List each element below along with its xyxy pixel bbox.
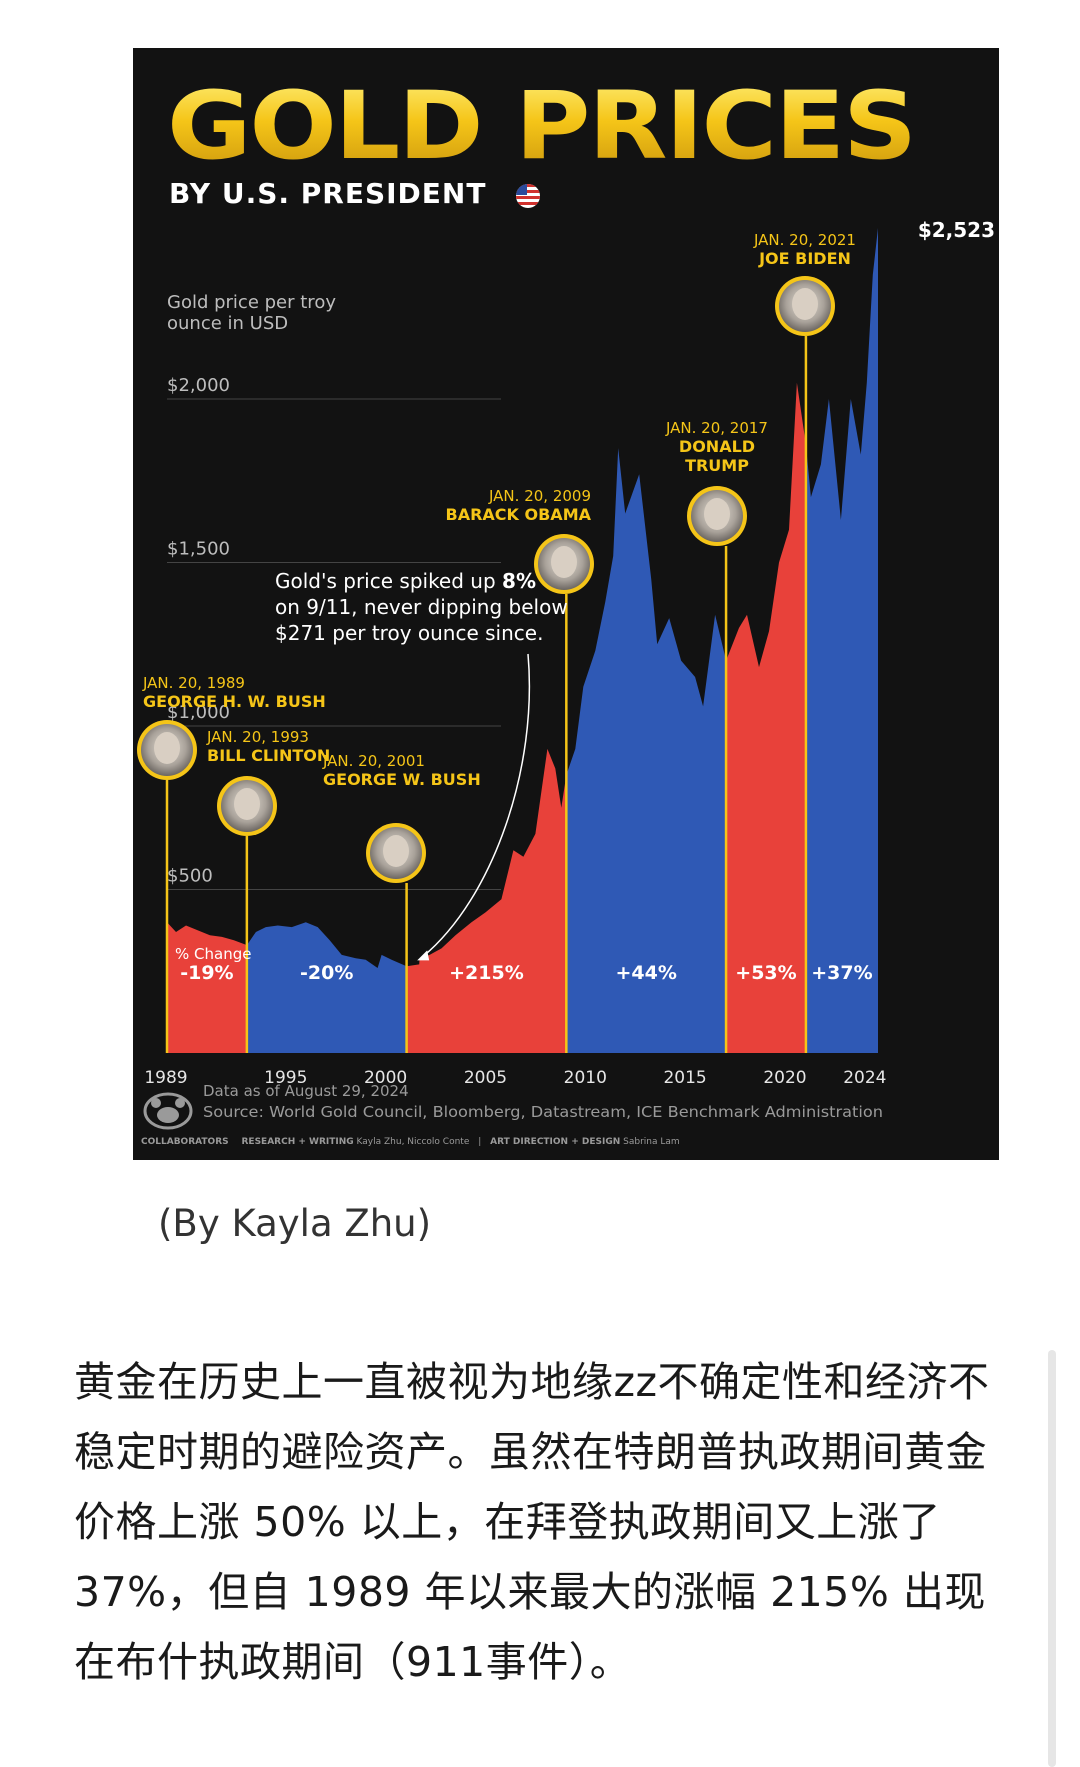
y-tick-label: $1,500 bbox=[167, 539, 230, 560]
infographic-subtitle: BY U.S. PRESIDENT bbox=[169, 177, 486, 210]
annotation-line3: $271 per troy ounce since. bbox=[275, 621, 543, 645]
price-area-segment bbox=[566, 448, 727, 1054]
percent-change-value: +44% bbox=[615, 962, 676, 984]
footer-art: Sabrina Lam bbox=[623, 1137, 680, 1147]
president-name: GEORGE W. BUSH bbox=[323, 770, 481, 789]
x-tick-labels: 1989 1995 2000 2005 2010 2015 2020 2024 bbox=[144, 1068, 886, 1088]
collaborators-logo-icon bbox=[143, 1092, 193, 1130]
annotation-arrowhead bbox=[417, 950, 430, 961]
y-tick-label: $1,000 bbox=[167, 702, 230, 723]
y-axis-label-line1: Gold price per troy bbox=[167, 292, 336, 313]
percent-change-label: % Change bbox=[175, 945, 251, 963]
infographic-title: GOLD PRICES bbox=[167, 72, 915, 181]
president-face-icon bbox=[383, 835, 409, 867]
annotation-arrow bbox=[422, 653, 531, 957]
x-tick-label: 2010 bbox=[564, 1068, 607, 1088]
president-face-icon bbox=[234, 788, 260, 820]
president-name: GEORGE H. W. BUSH bbox=[143, 692, 326, 711]
price-area-segment bbox=[726, 382, 806, 1053]
president-date: JAN. 20, 2017 bbox=[665, 419, 768, 437]
percent-change-value: +53% bbox=[735, 962, 796, 984]
president-date: JAN. 20, 1993 bbox=[206, 728, 309, 746]
president-name: DONALD bbox=[679, 437, 755, 456]
y-axis-label-line2: ounce in USD bbox=[167, 313, 288, 334]
president-face-icon bbox=[792, 288, 818, 320]
scrollbar[interactable] bbox=[1048, 1350, 1056, 1767]
president-date: JAN. 20, 2021 bbox=[753, 231, 856, 249]
footer-research-label: RESEARCH + WRITING bbox=[241, 1137, 353, 1147]
annotation-line2: on 9/11, never dipping below bbox=[275, 595, 568, 619]
president-date: JAN. 20, 2001 bbox=[322, 752, 425, 770]
y-tick-label: $2,000 bbox=[167, 375, 230, 396]
y-tick-labels: $500 $1,000 $1,500 $2,000 bbox=[167, 375, 230, 886]
footer-source: Source: World Gold Council, Bloomberg, D… bbox=[203, 1103, 883, 1121]
president-name: BILL CLINTON bbox=[207, 746, 330, 765]
chart-svg: GOLD PRICES BY U.S. PRESIDENT Gold price… bbox=[137, 72, 995, 1147]
footer-research: Kayla Zhu, Niccolo Conte bbox=[357, 1137, 470, 1147]
x-tick-label: 2020 bbox=[763, 1068, 806, 1088]
x-tick-label: 2000 bbox=[364, 1068, 407, 1088]
price-area-segment bbox=[167, 922, 247, 1053]
percent-change-value: -19% bbox=[180, 962, 233, 984]
price-area-segment bbox=[246, 922, 407, 1053]
price-area bbox=[167, 228, 878, 1054]
president-face-icon bbox=[551, 546, 577, 578]
svg-text:Gold's price spiked up 8%: Gold's price spiked up 8% bbox=[275, 569, 536, 593]
president-face-icon bbox=[704, 498, 730, 530]
nine-eleven-annotation: Gold's price spiked up 8% on 9/11, never… bbox=[275, 569, 568, 961]
president-name: BARACK OBAMA bbox=[446, 505, 592, 524]
image-caption: (By Kayla Zhu) bbox=[158, 1202, 432, 1245]
president-date: JAN. 20, 1989 bbox=[142, 674, 245, 692]
price-area-segment bbox=[805, 228, 878, 1053]
x-tick-label: 1995 bbox=[264, 1068, 307, 1088]
x-tick-label: 2015 bbox=[663, 1068, 706, 1088]
president-dividers bbox=[165, 336, 808, 1053]
president-face-icon bbox=[154, 732, 180, 764]
annotation-line1-bold: 8% bbox=[502, 569, 536, 593]
footer-date: Data as of August 29, 2024 bbox=[203, 1082, 409, 1100]
x-tick-label: 1989 bbox=[144, 1068, 187, 1088]
current-price-label: $2,523 bbox=[918, 218, 995, 242]
president-date: JAN. 20, 2009 bbox=[488, 487, 591, 505]
article-paragraph: 黄金在历史上一直被视为地缘zz不确定性和经济不稳定时期的避险资产。虽然在特朗普执… bbox=[74, 1358, 990, 1686]
us-flag-icon bbox=[516, 184, 540, 208]
y-tick-label: $500 bbox=[167, 866, 213, 887]
x-tick-label: 2005 bbox=[464, 1068, 507, 1088]
president-name: JOE BIDEN bbox=[758, 249, 851, 268]
gridlines bbox=[167, 398, 501, 891]
gold-prices-infographic: GOLD PRICES BY U.S. PRESIDENT Gold price… bbox=[133, 48, 999, 1160]
annotation-line1-prefix: Gold's price spiked up bbox=[275, 569, 502, 593]
x-tick-label: 2024 bbox=[843, 1068, 886, 1088]
price-area-segment bbox=[406, 748, 567, 1053]
president-name: TRUMP bbox=[685, 456, 749, 475]
percent-change-value: +37% bbox=[811, 962, 872, 984]
percent-change-value: -20% bbox=[300, 962, 353, 984]
percent-change-value: +215% bbox=[449, 962, 524, 984]
svg-text:COLLABORATORS RESEARCH +: COLLABORATORS RESEARCH + WRITING Kayla Z… bbox=[141, 1137, 680, 1147]
footer-collaborators: COLLABORATORS bbox=[141, 1137, 229, 1147]
footer-art-label: ART DIRECTION + DESIGN bbox=[490, 1137, 620, 1147]
percent-change-labels: -19% -20% +215% +44% +53% +37% bbox=[180, 962, 872, 984]
